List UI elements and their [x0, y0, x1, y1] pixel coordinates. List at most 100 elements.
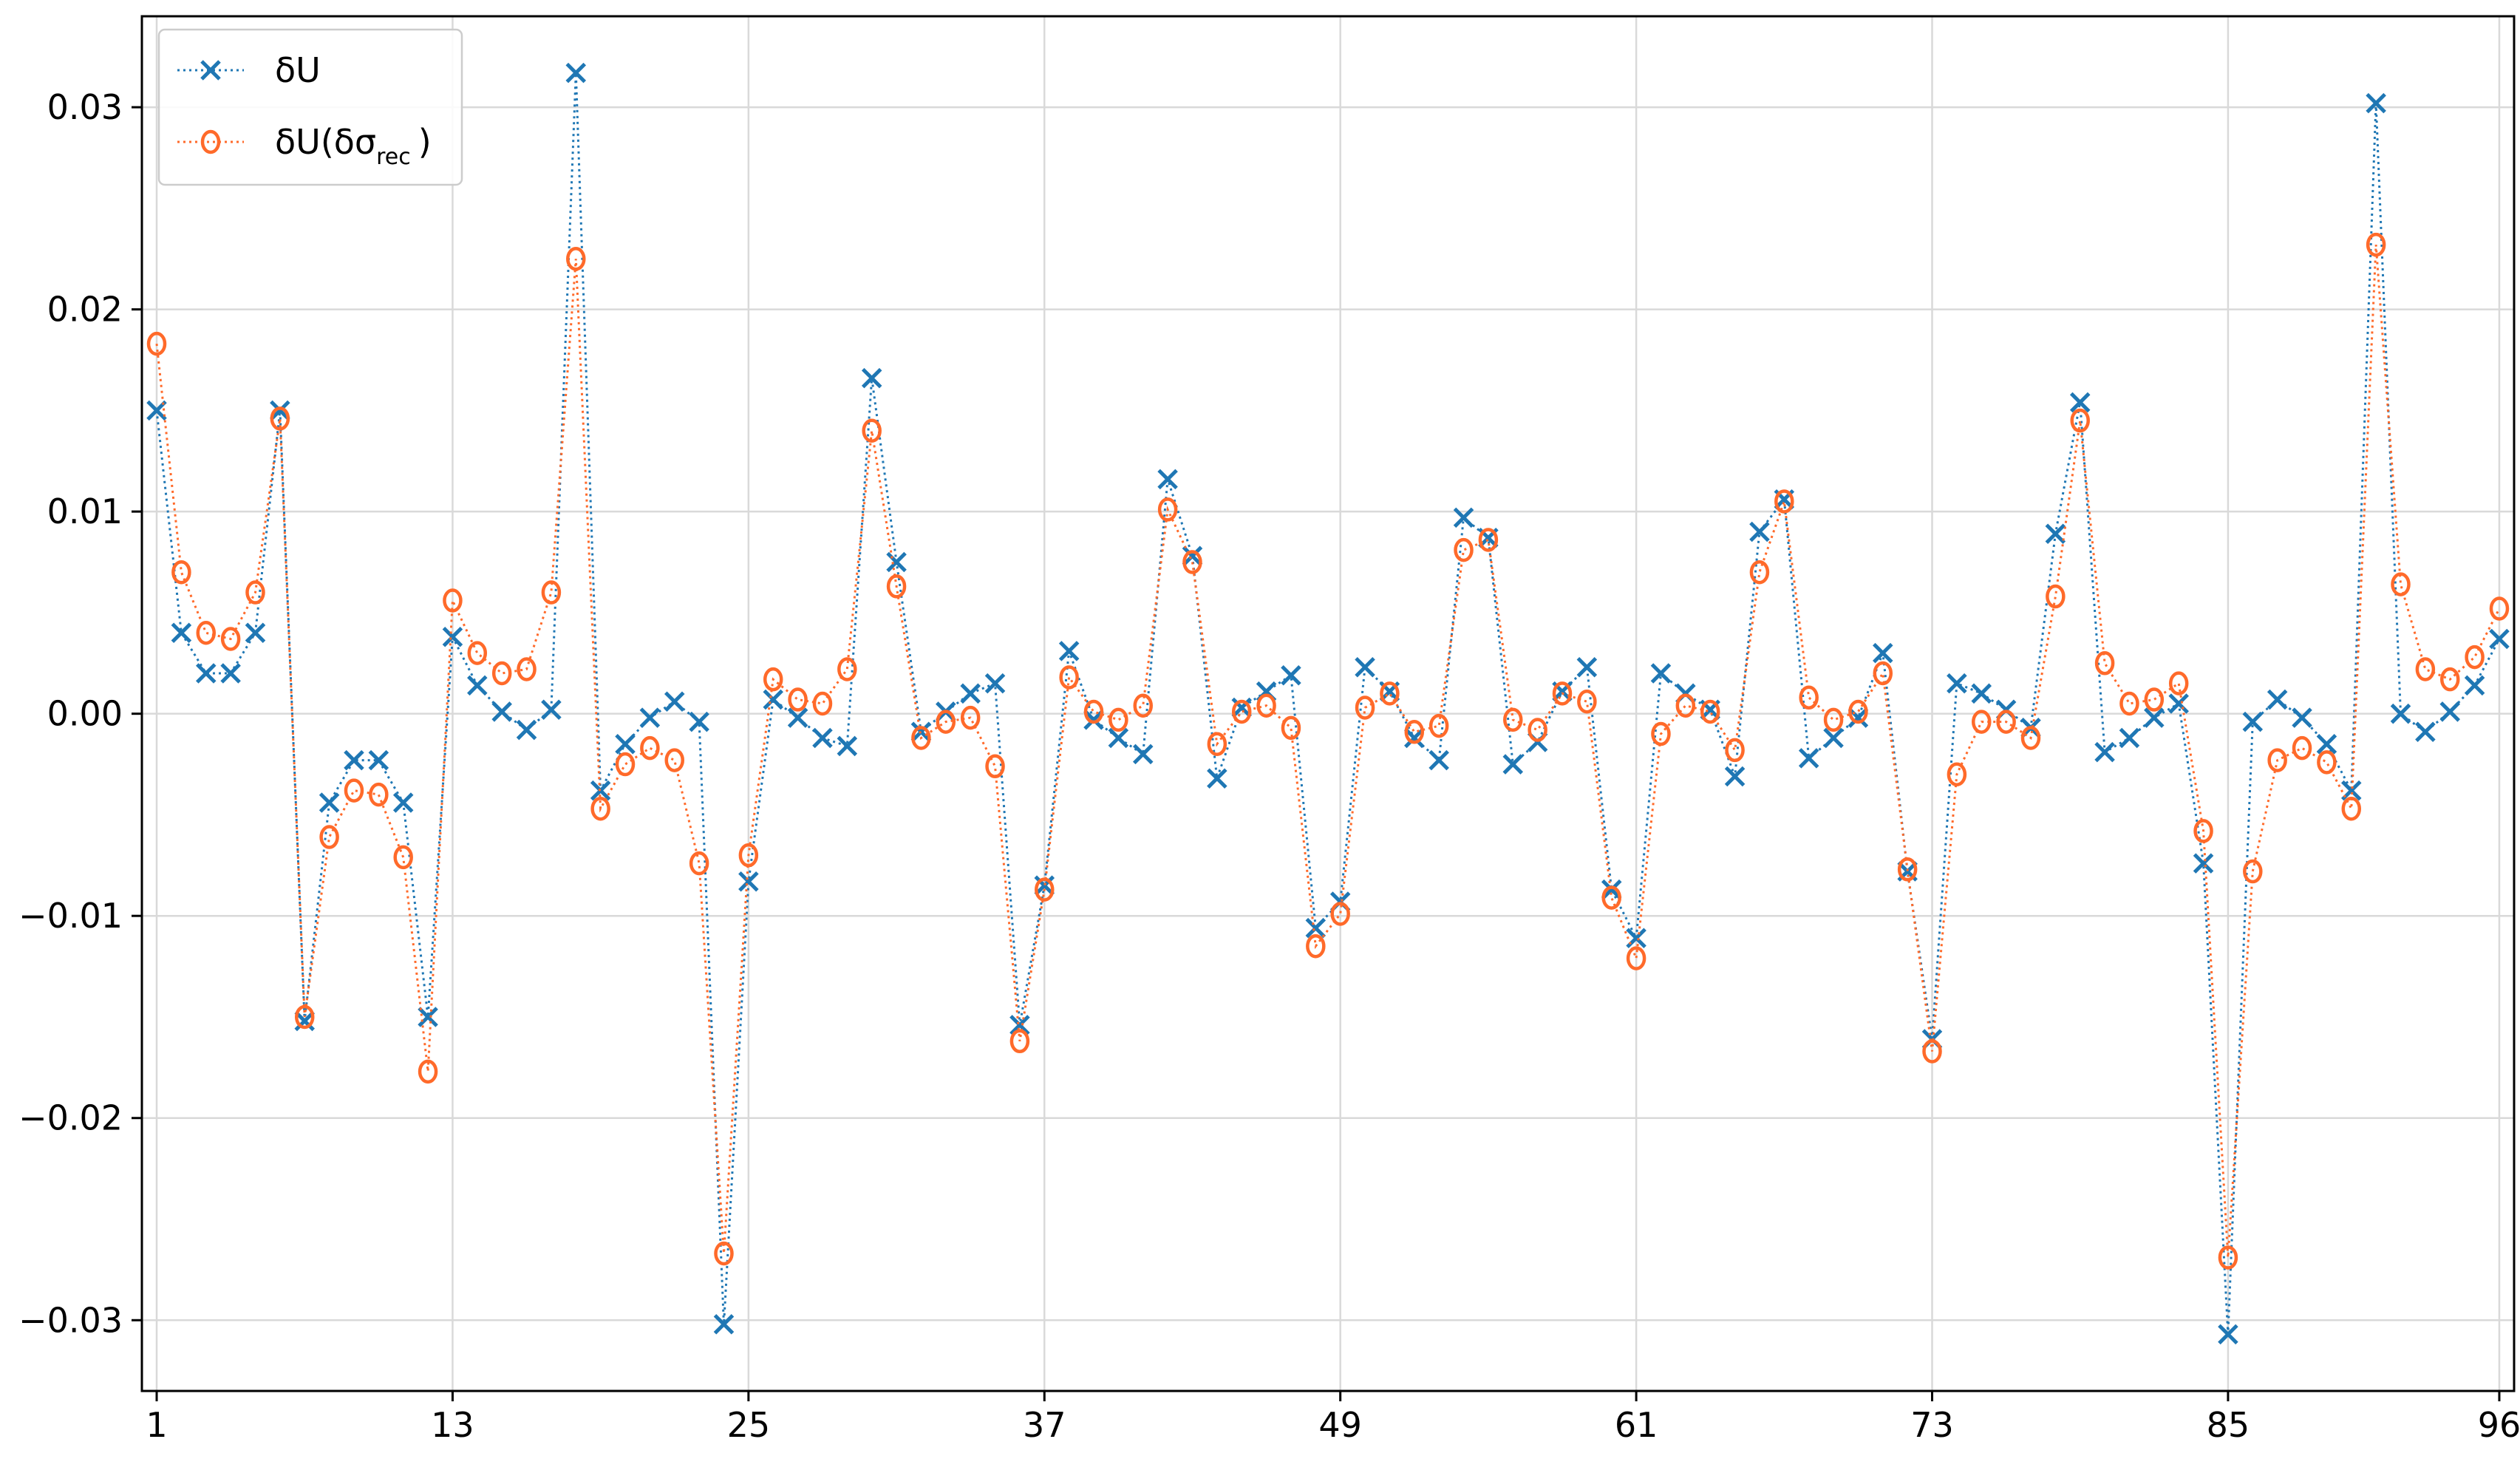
circle-marker-point: [1774, 489, 1794, 514]
circle-marker-point: [1972, 710, 1992, 734]
x-marker-point: [1749, 521, 1770, 542]
circle-marker-point: [1528, 718, 1547, 742]
x-axis: 1 13 25 37 49 61 73 85 96: [146, 1391, 2520, 1445]
circle-marker-point: [1700, 699, 1720, 724]
x-marker-point: [1281, 664, 1301, 686]
x-marker-point: [1823, 727, 1844, 749]
x-marker-point: [1157, 469, 1178, 490]
grid-lines: [142, 16, 2514, 1391]
x-tick-label: 25: [727, 1405, 771, 1445]
circle-marker-point: [1947, 762, 1967, 786]
x-marker-point: [1453, 507, 1474, 528]
series-layer: [146, 62, 2510, 1345]
x-marker-point: [2366, 92, 2386, 114]
circle-marker-point: [2218, 1245, 2238, 1270]
x-marker-point: [1724, 766, 1746, 787]
x-marker-point: [2119, 727, 2140, 749]
legend-label-subscript: rec: [376, 144, 411, 170]
series-delta-u: [146, 62, 2510, 1345]
circle-marker-point: [837, 657, 857, 681]
circle-marker-point: [2439, 667, 2460, 692]
x-marker-point: [861, 367, 882, 389]
circle-marker-point: [2267, 748, 2287, 772]
circle-marker-point: [2193, 819, 2213, 843]
x-marker-point: [1798, 748, 1819, 769]
x-marker-point: [787, 707, 808, 728]
circle-marker-point: [2366, 232, 2386, 257]
circle-marker-point: [467, 641, 488, 665]
circle-marker-point: [517, 657, 537, 681]
circle-marker-point: [936, 710, 956, 734]
circle-marker-point: [1601, 885, 1621, 910]
x-marker-point: [516, 719, 537, 741]
circle-marker-point: [2465, 644, 2485, 670]
x-marker-point: [1355, 656, 1375, 678]
circle-marker-point: [1306, 933, 1326, 959]
y-tick-label: 0.01: [47, 491, 123, 531]
y-tick-label: −0.03: [18, 1300, 123, 1340]
circle-marker-point: [1749, 559, 1770, 585]
x-marker-point: [1601, 879, 1622, 900]
x-tick-label: 85: [2207, 1405, 2250, 1445]
x-marker-point: [270, 400, 290, 421]
circle-marker-point: [1404, 720, 1425, 744]
series-delta-u-rec: [146, 232, 2510, 1270]
x-marker-point: [738, 871, 759, 892]
y-tick-label: −0.02: [18, 1098, 123, 1138]
x-marker-point: [2193, 853, 2214, 874]
circle-marker-point: [1577, 690, 1597, 714]
x-marker-point: [491, 701, 512, 722]
plot-frame: [140, 15, 2516, 1392]
legend-x-marker: [200, 60, 221, 81]
circle-marker-point: [1355, 695, 1375, 720]
circle-marker-point: [566, 246, 586, 271]
circle-marker-point: [220, 627, 241, 651]
x-marker-point: [2069, 392, 2091, 413]
circle-marker-point: [1552, 681, 1573, 706]
x-marker-point: [418, 1007, 438, 1027]
x-marker-point: [2168, 693, 2189, 714]
circle-marker-point: [1207, 732, 1227, 756]
legend-label-suffix: ): [418, 122, 432, 162]
x-marker-point: [2267, 689, 2288, 710]
y-axis: −0.03 −0.02 −0.01 0.00 0.01 0.02 0.03: [18, 87, 142, 1340]
x-tick-label: 13: [431, 1405, 474, 1445]
x-marker-point: [2218, 1324, 2238, 1345]
circle-marker-point: [2070, 408, 2090, 433]
circle-marker-point: [2292, 735, 2312, 761]
x-tick-label: 73: [1910, 1405, 1954, 1445]
x-marker-point: [960, 683, 981, 704]
x-tick-label: 1: [146, 1405, 167, 1445]
legend-box: [157, 28, 463, 186]
x-marker-point: [171, 622, 192, 644]
circle-marker-point: [1133, 693, 1153, 718]
x-tick-label: 49: [1318, 1405, 1362, 1445]
circle-marker-point: [2489, 596, 2510, 621]
circle-marker-point: [1330, 902, 1350, 926]
circle-marker-point: [2341, 796, 2362, 821]
circle-marker-point: [1083, 699, 1104, 724]
x-marker-point: [2316, 733, 2337, 755]
legend-label-main: δU(δσ: [275, 122, 376, 162]
x-marker-point: [664, 691, 685, 712]
x-marker-point: [392, 792, 414, 813]
x-marker-point: [984, 673, 1006, 694]
circle-marker-point: [1823, 707, 1844, 732]
x-marker-point: [1848, 707, 1869, 728]
x-marker-point: [1650, 663, 1672, 684]
circle-marker-point: [1428, 713, 1449, 738]
circle-marker-point: [1651, 721, 1671, 746]
x-tick-label: 37: [1023, 1405, 1066, 1445]
circle-marker-point: [319, 825, 339, 849]
y-tick-label: −0.01: [18, 896, 123, 936]
x-marker-point: [467, 675, 488, 696]
circle-marker-point: [590, 796, 610, 821]
circle-marker-point: [763, 667, 783, 692]
circle-marker-point: [1281, 715, 1301, 741]
circle-marker-point: [1454, 537, 1474, 562]
x-marker-point: [565, 62, 587, 84]
x-marker-point: [319, 792, 340, 813]
circle-marker-point: [2046, 584, 2066, 609]
circle-marker-point: [1109, 707, 1128, 732]
y-tick-label: 0.00: [47, 694, 123, 734]
